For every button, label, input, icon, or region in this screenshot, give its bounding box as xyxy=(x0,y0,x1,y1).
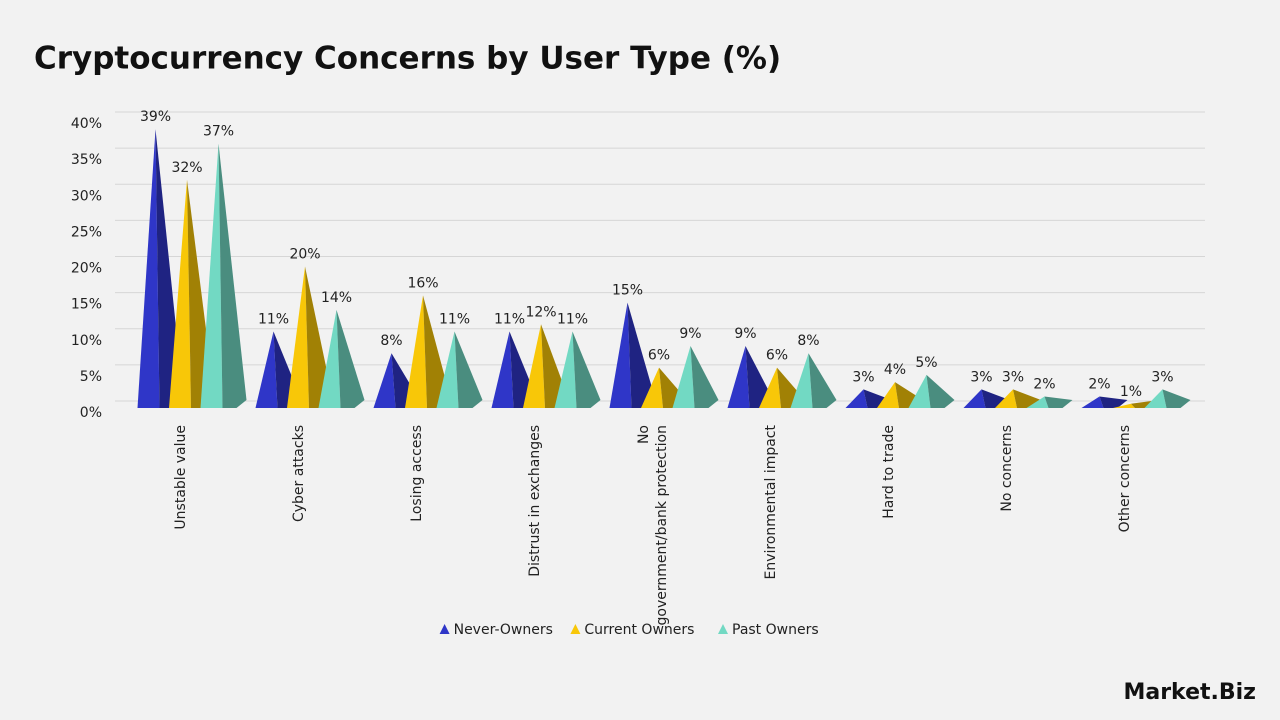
value-label: 8% xyxy=(380,333,402,349)
value-label: 1% xyxy=(1120,384,1142,400)
pyramid-front xyxy=(641,367,663,408)
pyramid-front xyxy=(318,309,341,408)
legend-label: Past Owners xyxy=(732,622,819,638)
x-tick-label: Losing access xyxy=(409,425,425,522)
pyramid-front xyxy=(1026,396,1049,408)
y-tick-label: 20% xyxy=(71,261,102,277)
y-tick-label: 5% xyxy=(80,369,102,385)
pyramid-side xyxy=(690,345,719,408)
value-label: 3% xyxy=(1151,369,1173,385)
pyramid-front xyxy=(672,345,695,408)
value-label: 11% xyxy=(494,312,525,328)
pyramid-front xyxy=(200,143,223,409)
pyramid-front xyxy=(790,353,813,408)
value-label: 11% xyxy=(557,312,588,328)
pyramid-front xyxy=(287,266,309,408)
pyramid-front xyxy=(995,389,1017,408)
pyramid-front xyxy=(727,345,750,408)
pyramid-front xyxy=(255,331,278,408)
value-label: 5% xyxy=(915,355,937,371)
x-tick-label: No government/bank protection xyxy=(636,425,670,625)
value-label: 32% xyxy=(171,160,202,176)
value-label: 3% xyxy=(852,369,874,385)
value-label: 2% xyxy=(1033,377,1055,393)
pyramid-front xyxy=(1144,389,1167,408)
pyramid-front xyxy=(137,129,160,408)
legend-marker xyxy=(570,624,581,634)
chart-title: Cryptocurrency Concerns by User Type (%) xyxy=(34,41,781,77)
y-tick-label: 0% xyxy=(80,405,102,421)
value-label: 3% xyxy=(1002,369,1024,385)
value-label: 9% xyxy=(679,326,701,342)
pyramid-side xyxy=(1162,389,1191,408)
value-label: 4% xyxy=(884,362,906,378)
value-label: 11% xyxy=(258,312,289,328)
value-label: 3% xyxy=(970,369,992,385)
pyramid-side xyxy=(1044,396,1073,408)
pyramid-front xyxy=(877,382,899,408)
pyramid-side xyxy=(808,353,837,408)
value-label: 11% xyxy=(439,312,470,328)
pyramid-front xyxy=(963,389,986,408)
x-tick-label: Hard to trade xyxy=(881,425,897,519)
pyramid-front xyxy=(523,324,545,408)
pyramid-side xyxy=(336,309,365,408)
pyramid-side xyxy=(627,302,656,408)
x-tick-label: Environmental impact xyxy=(763,424,779,579)
pyramid-side xyxy=(218,143,247,409)
value-label: 20% xyxy=(289,247,320,263)
pyramid-front xyxy=(436,331,459,408)
value-label: 12% xyxy=(525,304,556,320)
pyramid-side xyxy=(926,374,955,408)
value-label: 39% xyxy=(140,109,171,125)
x-tick-label: Cyber attacks xyxy=(291,425,307,522)
legend-marker xyxy=(439,624,450,634)
pyramid-front xyxy=(759,367,781,408)
pyramid-front xyxy=(609,302,632,408)
value-label: 37% xyxy=(203,124,234,140)
value-label: 2% xyxy=(1088,377,1110,393)
pyramid-front xyxy=(1081,396,1104,408)
value-label: 9% xyxy=(734,326,756,342)
pyramid-front xyxy=(373,353,396,408)
value-label: 6% xyxy=(766,348,788,364)
pyramid-side xyxy=(572,331,601,408)
pyramid-front xyxy=(845,389,868,408)
y-tick-label: 10% xyxy=(71,333,102,349)
pyramid-front xyxy=(554,331,577,408)
x-tick-label: Other concerns xyxy=(1117,425,1133,532)
legend-label: Current Owners xyxy=(584,622,694,638)
y-tick-label: 25% xyxy=(71,224,102,240)
y-tick-label: 40% xyxy=(71,116,102,132)
value-label: 15% xyxy=(612,283,643,299)
x-tick-label: Distrust in exchanges xyxy=(527,425,543,577)
value-label: 16% xyxy=(407,275,438,291)
pyramid-side xyxy=(1099,396,1128,408)
y-tick-label: 30% xyxy=(71,188,102,204)
value-label: 14% xyxy=(321,290,352,306)
y-tick-label: 35% xyxy=(71,152,102,168)
pyramid-front xyxy=(405,295,427,408)
brand: Market.Biz xyxy=(1123,680,1256,705)
pyramid-front xyxy=(908,374,931,408)
pyramid-side xyxy=(454,331,483,408)
y-tick-label: 15% xyxy=(71,297,102,313)
x-tick-label: No concerns xyxy=(999,425,1015,512)
value-label: 8% xyxy=(797,333,819,349)
legend-label: Never-Owners xyxy=(454,622,553,638)
pyramid-front xyxy=(491,331,514,408)
pyramid-front xyxy=(1113,403,1135,408)
pyramid-front xyxy=(169,179,191,408)
x-tick-label: Unstable value xyxy=(173,425,189,530)
legend-marker xyxy=(718,624,728,634)
value-label: 6% xyxy=(648,348,670,364)
